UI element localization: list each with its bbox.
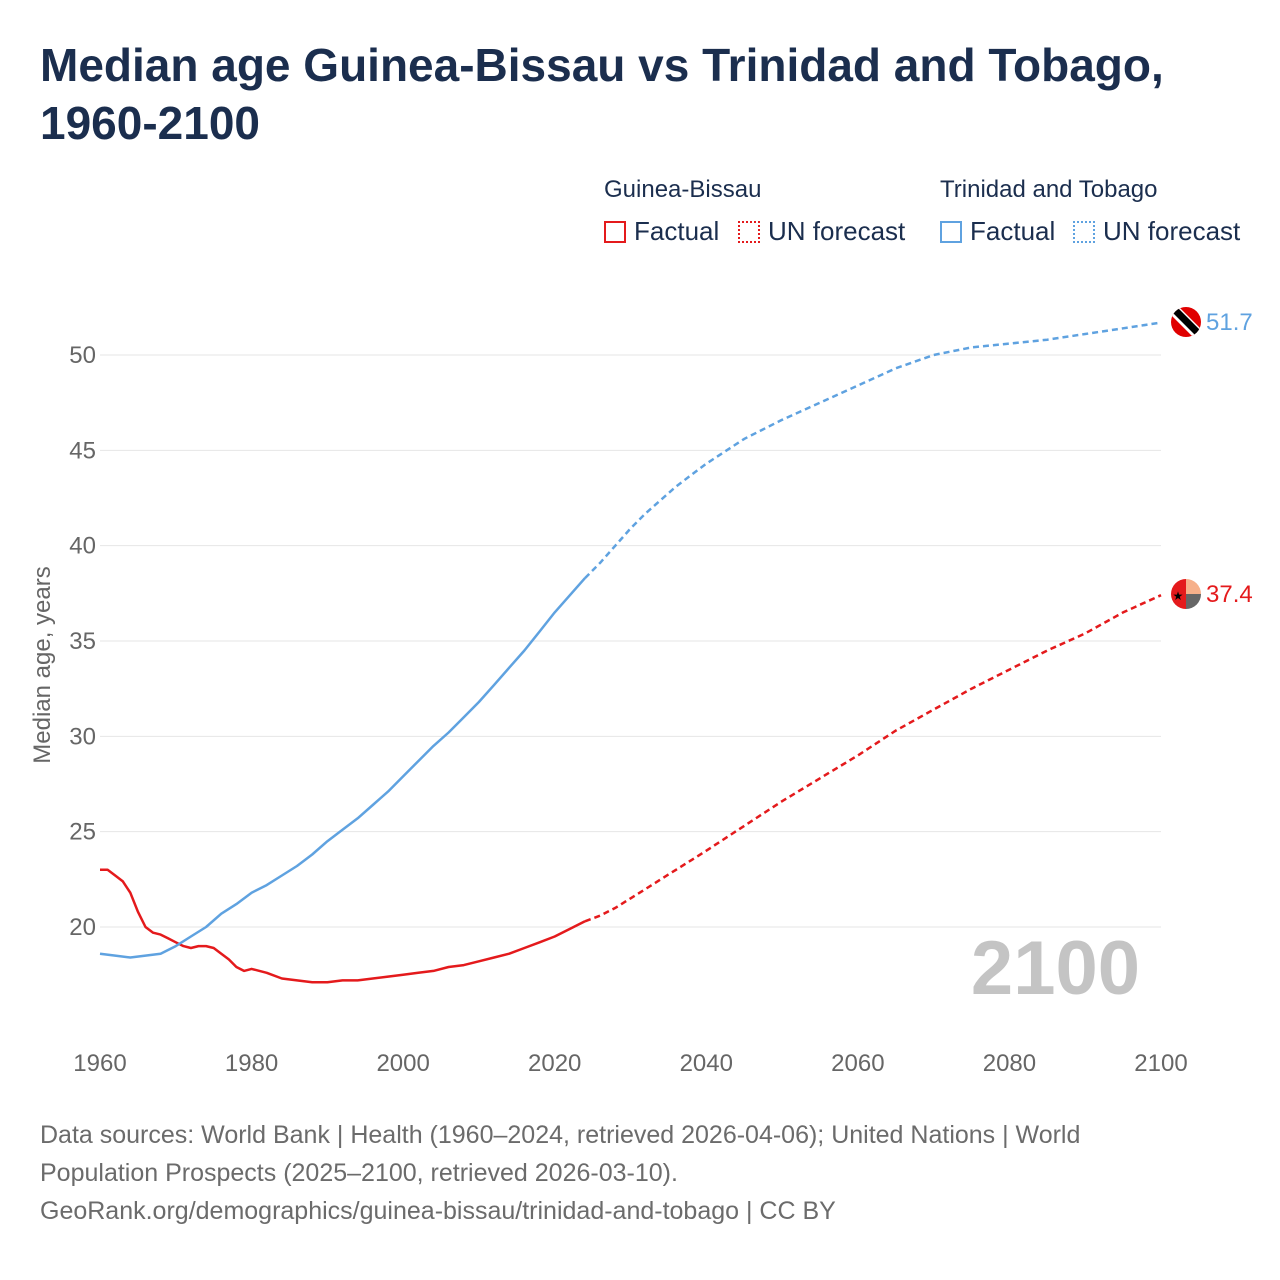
year-watermark: 2100 xyxy=(971,926,1140,1011)
footer-link[interactable]: GeoRank.org/demographics/guinea-bissau/t… xyxy=(40,1197,836,1225)
series-line-guinea-bissau-factual xyxy=(100,868,586,984)
x-tick-label: 2040 xyxy=(680,1050,733,1077)
series-line-trinidad-and-tobago-factual xyxy=(99,577,586,959)
chart-title: Median age Guinea-Bissau vs Trinidad and… xyxy=(40,39,1164,149)
legend-swatch-solid xyxy=(604,220,626,243)
y-tick-label: 30 xyxy=(69,723,96,750)
legend-swatch-solid xyxy=(940,220,962,243)
footer: Data sources: World Bank | Health (1960–… xyxy=(40,1116,1240,1230)
legend-swatch-dotted xyxy=(1073,220,1095,243)
guinea-bissau-flag-icon: ★ xyxy=(1171,579,1201,609)
x-tick-label: 1960 xyxy=(73,1050,126,1077)
x-tick-label: 1980 xyxy=(225,1050,278,1077)
x-tick-label: 2000 xyxy=(376,1050,429,1077)
legend-swatch-dotted xyxy=(738,220,760,243)
x-tick-label: 2100 xyxy=(1134,1050,1187,1077)
svg-text:★: ★ xyxy=(1173,589,1184,603)
y-tick-label: 20 xyxy=(69,914,96,941)
y-tick-label: 45 xyxy=(69,437,96,464)
end-label-guinea-bissau: 37.4 xyxy=(1206,581,1253,608)
end-label-trinidad: 51.7 xyxy=(1206,309,1253,336)
legend-title-trinidad: Trinidad and Tobago xyxy=(940,176,1158,203)
legend-title-guinea-bissau: Guinea-Bissau xyxy=(604,176,762,203)
legend-item-guinea-bissau-forecast[interactable]: UN forecast xyxy=(738,216,905,247)
legend-label: Factual xyxy=(970,216,1056,246)
legend-label: Factual xyxy=(634,216,720,246)
legend-item-trinidad-forecast[interactable]: UN forecast xyxy=(1073,216,1240,247)
y-tick-label: 35 xyxy=(69,628,96,655)
footer-source-line-1: Data sources: World Bank | Health (1960–… xyxy=(40,1121,1081,1149)
x-axis-ticks: 1960 1980 2000 2020 2040 2060 2080 2100 xyxy=(73,1050,1187,1077)
legend-label: UN forecast xyxy=(1103,216,1241,246)
gridlines xyxy=(100,354,1161,928)
footer-source-line-2: Population Prospects (2025–2100, retriev… xyxy=(40,1159,678,1187)
x-tick-label: 2060 xyxy=(831,1050,884,1077)
series-line-trinidad-and-tobago-forecast xyxy=(584,321,1162,579)
x-tick-label: 2080 xyxy=(983,1050,1036,1077)
legend-label: UN forecast xyxy=(768,216,906,246)
y-axis-label: Median age, years xyxy=(29,566,56,763)
y-axis-ticks: 20 25 30 35 40 45 50 xyxy=(69,342,96,941)
legend-item-guinea-bissau-factual[interactable]: Factual xyxy=(604,216,719,247)
legend-item-trinidad-factual[interactable]: Factual xyxy=(940,216,1055,247)
y-tick-label: 25 xyxy=(69,819,96,846)
trinidad-flag-icon xyxy=(1171,307,1201,337)
series-lines xyxy=(99,321,1162,984)
y-tick-label: 40 xyxy=(69,533,96,560)
series-line-guinea-bissau-forecast xyxy=(584,594,1162,923)
y-tick-label: 50 xyxy=(69,342,96,369)
x-tick-label: 2020 xyxy=(528,1050,581,1077)
